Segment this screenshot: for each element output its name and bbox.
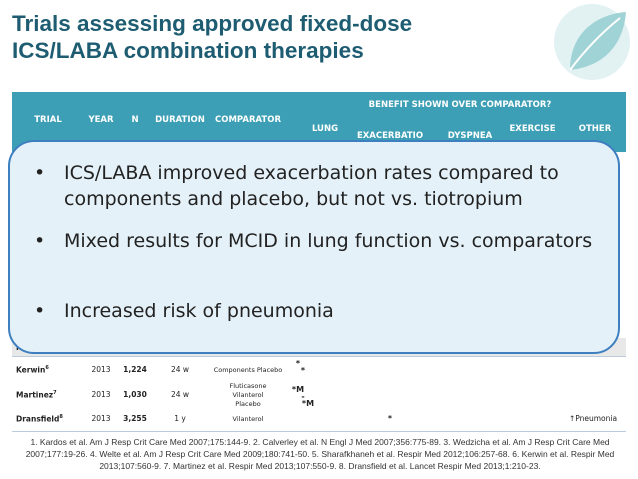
title-line: ICS/LABA combination therapies xyxy=(12,38,364,63)
comparator: Vilanterol xyxy=(232,390,264,399)
trial-name: Dransfield8 xyxy=(16,414,63,424)
table-row xyxy=(12,383,626,408)
column-header: OTHER xyxy=(578,124,612,134)
table-row xyxy=(12,357,626,384)
bullet-dot: • xyxy=(34,230,46,252)
benefit-header: BENEFIT SHOWN OVER COMPARATOR? xyxy=(368,100,552,110)
n: 3,255 xyxy=(123,414,147,423)
title: Trials assessing approved fixed-dose ICS… xyxy=(12,10,412,64)
lung-mark: *M xyxy=(291,385,305,394)
bullet-text: Increased risk of pneumonia xyxy=(64,300,334,322)
comparator: Vilanterol xyxy=(232,414,264,423)
column-header: YEAR xyxy=(88,115,114,125)
lung-mark: *M xyxy=(301,399,315,408)
n: 1,030 xyxy=(123,390,147,399)
bullet-dot: • xyxy=(34,162,46,184)
duration: 24 w xyxy=(170,390,190,399)
bullet: • Increased risk of pneumonia xyxy=(34,298,634,324)
lung-mark: - xyxy=(301,392,305,401)
duration: 24 w xyxy=(170,365,190,374)
column-header: TRIAL xyxy=(34,115,62,125)
comparator: Components Placebo xyxy=(213,365,283,374)
duration: 1 y xyxy=(174,414,186,423)
bullet-text: ICS/LABA improved exacerbation rates com… xyxy=(64,162,559,210)
bullet-text: Mixed results for MCID in lung function … xyxy=(64,230,593,252)
comparator: Placebo xyxy=(235,399,261,408)
title-line: Trials assessing approved fixed-dose xyxy=(12,11,413,36)
year: 2013 xyxy=(91,390,111,399)
other: ↑Pneumonia xyxy=(568,414,618,423)
year: 2013 xyxy=(91,414,111,423)
n: 1,224 xyxy=(123,365,147,374)
year: 2013 xyxy=(91,365,111,374)
ref-number: 6 xyxy=(45,365,49,371)
comparator: Fluticasone xyxy=(229,381,267,390)
table-row xyxy=(12,407,626,432)
column-header: LUNG xyxy=(311,124,339,134)
logo xyxy=(554,4,630,80)
references: 1. Kardos et al. Am J Resp Crit Care Med… xyxy=(25,437,615,471)
ref-number: 7 xyxy=(53,390,57,396)
column-header: DURATION xyxy=(155,115,205,125)
bullet-dot: • xyxy=(34,300,46,322)
column-header: EXACERBATIO xyxy=(356,131,424,141)
column-header: N xyxy=(131,115,139,125)
ref-number: 8 xyxy=(59,414,63,420)
lung-mark: * xyxy=(295,359,301,368)
column-header: EXERCISE xyxy=(509,124,556,134)
callout xyxy=(8,140,620,354)
lung-mark: * xyxy=(300,366,306,375)
bullet: • ICS/LABA improved exacerbation rates co… xyxy=(34,160,634,212)
trial-name: Kerwin6 xyxy=(16,365,49,375)
bullet: • Mixed results for MCID in lung function… xyxy=(34,228,634,254)
exacerbation-mark: * xyxy=(388,414,392,423)
column-header: DYSPNEA xyxy=(447,131,493,141)
trial-name: Martinez7 xyxy=(16,390,57,400)
column-header: COMPARATOR xyxy=(215,115,281,125)
